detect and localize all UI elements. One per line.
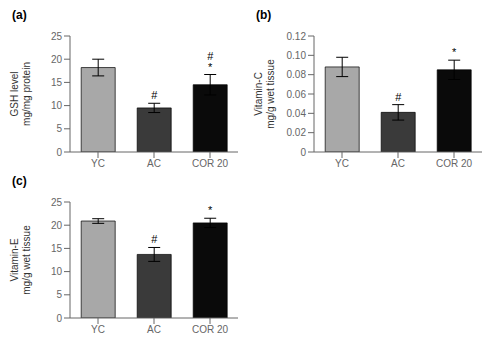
svg-text:YC: YC [91, 324, 105, 335]
svg-text:10: 10 [51, 100, 63, 111]
svg-text:0: 0 [300, 147, 306, 158]
svg-text:AC: AC [147, 324, 161, 335]
svg-text:COR 20: COR 20 [192, 324, 229, 335]
svg-text:AC: AC [391, 158, 405, 169]
svg-text:*: * [452, 46, 457, 58]
svg-text:YC: YC [91, 158, 105, 169]
svg-text:0.10: 0.10 [287, 50, 307, 61]
svg-text:#: # [395, 91, 402, 103]
svg-text:YC: YC [335, 158, 349, 169]
svg-text:Vitamin-Emg/g wet tissue: Vitamin-Emg/g wet tissue [9, 225, 32, 295]
svg-text:15: 15 [51, 243, 63, 254]
svg-text:25: 25 [51, 197, 63, 208]
svg-text:0: 0 [56, 313, 62, 324]
html-text:(b): (b) [256, 8, 272, 22]
html-text:(c): (c) [12, 174, 27, 188]
svg-text:#: # [207, 50, 214, 62]
svg-text:25: 25 [51, 31, 63, 42]
svg-text:0.04: 0.04 [287, 108, 307, 119]
svg-text:COR 20: COR 20 [436, 158, 473, 169]
svg-text:*: * [208, 61, 213, 73]
svg-text:0: 0 [56, 147, 62, 158]
svg-text:0.02: 0.02 [287, 127, 307, 138]
svg-text:5: 5 [56, 289, 62, 300]
svg-text:#: # [151, 89, 158, 101]
svg-text:0.12: 0.12 [287, 31, 307, 42]
svg-text:0.08: 0.08 [287, 69, 307, 80]
svg-text:Vitamin-Cmg/g wet tissue: Vitamin-Cmg/g wet tissue [253, 59, 276, 129]
svg-text:20: 20 [51, 220, 63, 231]
svg-text:AC: AC [147, 158, 161, 169]
svg-text:#: # [151, 233, 158, 245]
svg-text:20: 20 [51, 54, 63, 65]
html-text:(a): (a) [12, 8, 27, 22]
svg-text:COR 20: COR 20 [192, 158, 229, 169]
svg-text:15: 15 [51, 77, 63, 88]
svg-text:0.06: 0.06 [287, 89, 307, 100]
svg-text:*: * [208, 204, 213, 216]
svg-text:5: 5 [56, 123, 62, 134]
svg-text:GSH levelmg/mg protein: GSH levelmg/mg protein [9, 62, 32, 126]
svg-text:10: 10 [51, 266, 63, 277]
